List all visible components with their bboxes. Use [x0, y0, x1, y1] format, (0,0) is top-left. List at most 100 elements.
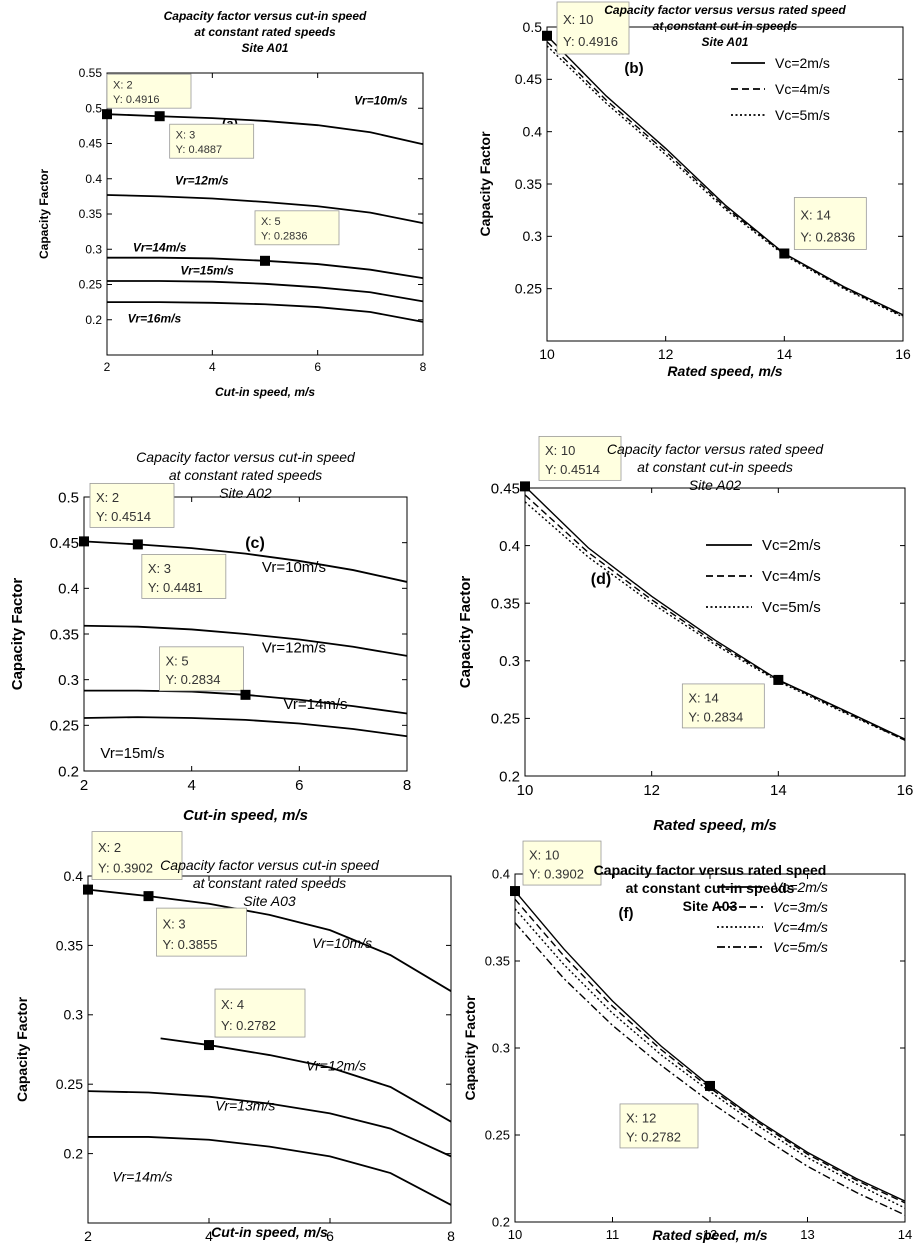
- chart-panel-f: 10 11 12 13 14 0.2 0.25 0.3 0.35 0.4 (f) Vc=2m/s Vc=…: [462, 840, 912, 1243]
- legend-entry: Vc=3m/s: [773, 899, 828, 915]
- datatip-marker: [779, 248, 790, 259]
- chart-title-line: at constant rated speeds: [193, 875, 346, 891]
- datatip-marker: [154, 111, 165, 122]
- chart-panel-c: 2 4 6 8 0.2 0.25 0.3 0.35 0.4 0.45 0.5 Vr=10m/s Vr=1…: [9, 449, 411, 824]
- x-tick-label: 6: [295, 777, 303, 794]
- series-line-4: [83, 716, 408, 738]
- datatip-y: Y: 0.2782: [221, 1018, 276, 1033]
- plot-area: [524, 487, 906, 777]
- x-tick-label: 12: [643, 782, 660, 799]
- y-tick-label: 0.2: [58, 763, 79, 780]
- y-tick-label: 0.25: [50, 718, 79, 735]
- panel-label: (b): [624, 60, 643, 77]
- curve-label: Vr=15m/s: [180, 264, 234, 278]
- curve-label: Vr=12m/s: [306, 1057, 366, 1073]
- x-axis-label: Rated speed, m/s: [653, 817, 776, 834]
- datatip-x: X: 4: [221, 997, 244, 1012]
- datatip-box: [169, 123, 255, 159]
- datatip-y: Y: 0.4514: [545, 462, 600, 477]
- y-tick-label: 0.55: [79, 66, 103, 80]
- x-tick-label: 13: [800, 1227, 814, 1242]
- datatip-marker: [510, 886, 520, 897]
- y-axis-label: Capacity Factor: [37, 169, 51, 259]
- chart-title-line: Site A01: [242, 41, 289, 55]
- y-tick-label: 0.45: [79, 137, 103, 151]
- datatip-x: X: 12: [626, 1110, 656, 1125]
- legend-entry: Vc=2m/s: [775, 55, 830, 71]
- datatip-y: Y: 0.3855: [163, 937, 218, 952]
- datatip-x: X: 3: [163, 916, 186, 931]
- datatip-x: X: 10: [563, 12, 593, 27]
- x-tick-label: 12: [703, 1227, 717, 1242]
- y-tick-label: 0.25: [491, 711, 520, 728]
- panel-label: (c): [245, 535, 265, 552]
- curve-label: Vr=13m/s: [215, 1098, 275, 1114]
- plot-area: [546, 26, 904, 342]
- series-line-2: [83, 624, 408, 657]
- datatip-box: [214, 988, 306, 1038]
- datatip-marker: [260, 255, 270, 266]
- datatip-y: Y: 0.4916: [113, 94, 160, 106]
- x-axis-label: Cut-in speed, m/s: [183, 807, 308, 824]
- y-tick-label: 0.3: [492, 1041, 510, 1056]
- y-tick-label: 0.4: [85, 172, 102, 186]
- datatip-y: Y: 0.4514: [96, 509, 151, 524]
- datatip-box: [538, 435, 622, 481]
- legend-entry: Vc=5m/s: [762, 599, 821, 616]
- y-tick-label: 0.45: [491, 480, 520, 497]
- chart-title-line: Capacity factor versus rated speed: [594, 862, 827, 878]
- chart-title-line: Capacity factor versus cut-in speed: [136, 449, 356, 465]
- x-tick-label: 8: [420, 360, 427, 374]
- datatip-box: [106, 73, 192, 109]
- datatip-x: X: 5: [166, 653, 189, 668]
- chart-title-line: Site A01: [702, 35, 749, 49]
- chart-panel-d: 10 12 14 16 0.2 0.25 0.3 0.35 0.4 0.45 (d) Vc=2m/s V…: [457, 435, 913, 834]
- curve-label: Vr=12m/s: [262, 639, 326, 656]
- datatip-x: X: 3: [176, 129, 196, 141]
- legend-entry: Vc=4m/s: [773, 919, 828, 935]
- x-axis-label: Rated speed, m/s: [652, 1227, 767, 1243]
- legend-entry: Vc=2m/s: [762, 537, 821, 554]
- panel-label: (f): [619, 905, 634, 922]
- chart-panel-e: 2 4 6 8 0.2 0.25 0.3 0.35 0.4 Vr=10m/s Vr=12m/s Vr=…: [14, 831, 455, 1243]
- y-tick-label: 0.25: [79, 278, 103, 292]
- datatip-box: [156, 907, 247, 957]
- series-line-3: [546, 45, 904, 318]
- y-tick-label: 0.45: [50, 535, 79, 552]
- x-tick-label: 8: [403, 777, 411, 794]
- chart-title-line: Capacity factor versus versus rated spee…: [604, 3, 846, 17]
- datatip-y: Y: 0.2782: [626, 1129, 681, 1144]
- datatip-y: Y: 0.2836: [800, 230, 855, 245]
- legend-entry: Vc=5m/s: [773, 939, 828, 955]
- datatip-marker: [132, 539, 143, 550]
- datatip-marker: [773, 674, 784, 685]
- series-line-2: [160, 1037, 452, 1123]
- curve-label: Vr=12m/s: [175, 173, 229, 187]
- y-tick-label: 0.3: [85, 242, 102, 256]
- series-line-1: [524, 485, 906, 740]
- y-axis-label: Capacity Factor: [457, 576, 474, 689]
- datatip-box: [159, 646, 244, 692]
- chart-panel-a: 2 4 6 8 0.2 0.25 0.3 0.35 0.4 0.45 0.5 0.55 Vr=10m/s…: [37, 9, 427, 399]
- y-tick-label: 0.25: [485, 1128, 510, 1143]
- datatip-y: Y: 0.2836: [261, 231, 308, 243]
- datatip-y: Y: 0.4916: [563, 34, 618, 49]
- datatip-x: X: 5: [261, 216, 281, 228]
- y-tick-label: 0.2: [499, 768, 520, 785]
- x-tick-label: 2: [104, 360, 111, 374]
- chart-title-line: at constant rated speeds: [169, 467, 322, 483]
- y-tick-label: 0.3: [523, 228, 543, 244]
- datatip-marker: [143, 891, 154, 902]
- y-tick-label: 0.25: [515, 281, 542, 297]
- y-tick-label: 0.35: [56, 937, 83, 953]
- x-tick-label: 2: [80, 777, 88, 794]
- curve-label: Vr=14m/s: [283, 696, 347, 713]
- y-tick-label: 0.3: [64, 1007, 84, 1023]
- y-tick-label: 0.4: [499, 538, 520, 555]
- x-tick-label: 12: [658, 346, 674, 362]
- datatip-box: [619, 1103, 699, 1149]
- x-axis-label: Rated speed, m/s: [667, 363, 782, 379]
- chart-title-line: at constant cut-in speeds: [637, 459, 793, 475]
- curve-label: Vr=10m/s: [262, 559, 326, 576]
- chart-title-line: Site A03: [683, 898, 738, 914]
